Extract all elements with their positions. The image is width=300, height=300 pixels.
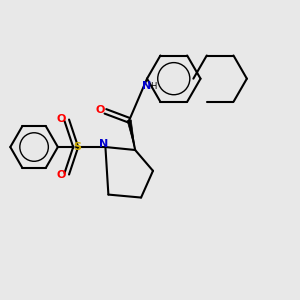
Text: H: H <box>150 82 157 91</box>
Text: N: N <box>142 81 152 91</box>
Text: S: S <box>73 142 81 152</box>
Text: O: O <box>56 114 65 124</box>
Text: N: N <box>99 139 109 149</box>
Text: O: O <box>56 170 65 180</box>
Text: O: O <box>95 105 105 115</box>
Polygon shape <box>127 120 135 150</box>
